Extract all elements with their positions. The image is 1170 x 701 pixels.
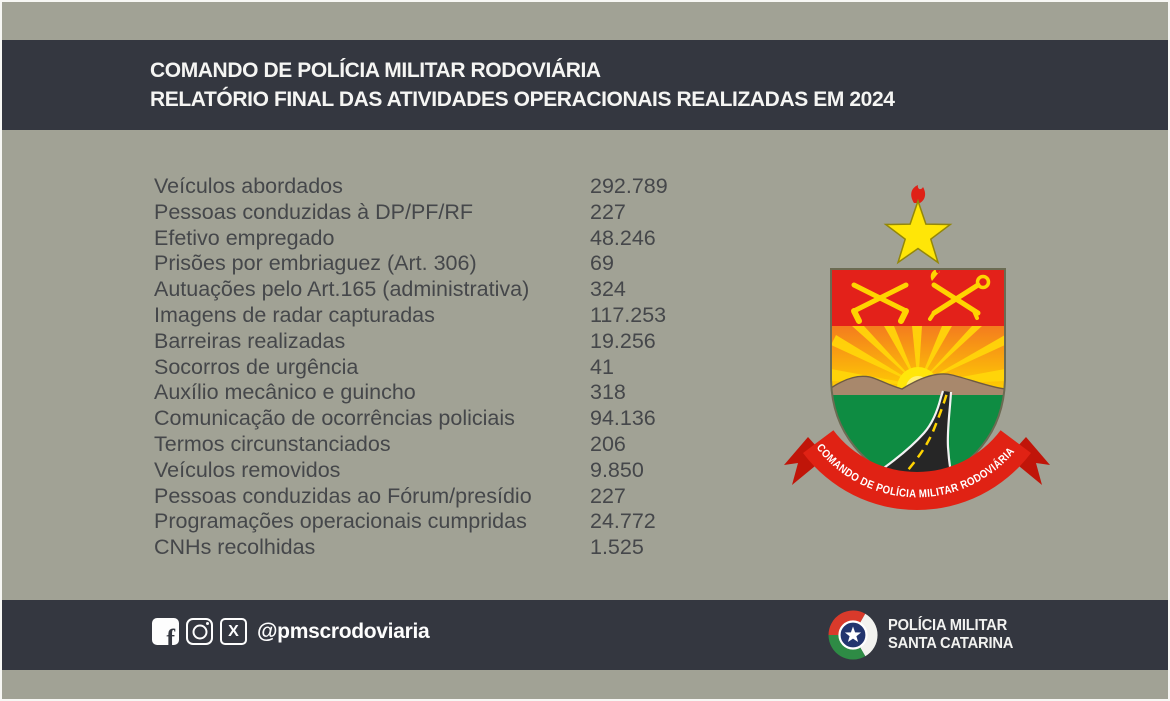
stat-value: 19.256: [590, 328, 656, 353]
crossed-pistols-icon: [851, 282, 909, 324]
cpmr-crest: COMANDO DE POLÍCIA MILITAR RODOVIÁRIA: [784, 185, 1050, 511]
logo-star-icon: [844, 626, 862, 642]
table-row: CNHs recolhidas 1.525: [154, 535, 668, 561]
org-name-line2: SANTA CATARINA: [888, 635, 1014, 652]
pmsc-logo: [828, 610, 878, 660]
stat-value: 41: [590, 354, 614, 379]
stat-label: Termos circunstanciados: [154, 431, 391, 456]
hills: [831, 373, 1005, 401]
stat-value: 24.772: [590, 509, 656, 534]
torch-and-key-icon: [928, 269, 991, 321]
table-row: Auxílio mecânico e guincho 318: [154, 380, 668, 406]
stat-label: Barreiras realizadas: [154, 328, 346, 353]
stat-value: 1.525: [590, 535, 644, 560]
header-title-line2: RELATÓRIO FINAL DAS ATIVIDADES OPERACION…: [150, 88, 895, 111]
table-row: Efetivo empregado 48.246: [154, 226, 668, 252]
stat-label: Pessoas conduzidas à DP/PF/RF: [154, 199, 474, 224]
facebook-glyph: f: [166, 624, 175, 646]
stat-label: Programações operacionais cumpridas: [154, 509, 527, 534]
stat-value: 292.789: [590, 174, 668, 198]
social-handle: @pmscrodoviaria: [257, 619, 430, 643]
stat-label: Auxílio mecânico e guincho: [154, 380, 416, 405]
table-row: Autuações pelo Art.165 (administrativa) …: [154, 277, 668, 303]
pmsc-branding: POLÍCIA MILITAR SANTA CATARINA: [827, 609, 1024, 661]
stat-label: Pessoas conduzidas ao Fórum/presídio: [154, 483, 532, 508]
social-links: f X @pmscrodoviaria: [152, 618, 430, 645]
org-name-line1: POLÍCIA MILITAR: [888, 617, 1008, 634]
table-row: Veículos removidos 9.850: [154, 458, 668, 484]
stat-label: CNHs recolhidas: [154, 535, 316, 560]
stat-value: 117.253: [590, 302, 667, 327]
flame-icon: [911, 185, 926, 203]
stat-value: 227: [590, 483, 626, 508]
stat-value: 69: [590, 251, 614, 276]
stat-label: Socorros de urgência: [154, 354, 359, 379]
stat-label: Veículos removidos: [154, 457, 341, 482]
x-icon[interactable]: X: [220, 618, 247, 645]
header-title-line1: COMANDO DE POLÍCIA MILITAR RODOVIÁRIA: [150, 59, 601, 82]
table-row: Pessoas conduzidas ao Fórum/presídio 227: [154, 484, 668, 510]
table-row: Termos circunstanciados 206: [154, 432, 668, 458]
stat-value: 9.850: [590, 457, 644, 482]
table-row: Programações operacionais cumpridas 24.7…: [154, 509, 668, 535]
table-row: Prisões por embriaguez (Art. 306) 69: [154, 251, 668, 277]
stats-list: Veículos abordados 292.789 Pessoas condu…: [154, 174, 668, 561]
table-row: Socorros de urgência 41: [154, 355, 668, 381]
stat-label: Comunicação de ocorrências policiais: [154, 406, 515, 431]
table-row: Veículos abordados 292.789: [154, 174, 668, 200]
table-row: Comunicação de ocorrências policiais 94.…: [154, 406, 668, 432]
header-band: COMANDO DE POLÍCIA MILITAR RODOVIÁRIA RE…: [2, 40, 1168, 130]
facebook-icon[interactable]: f: [152, 618, 179, 645]
stat-value: 324: [590, 277, 626, 302]
instagram-dot: [206, 622, 209, 625]
stat-label: Veículos abordados: [154, 174, 343, 198]
instagram-icon[interactable]: [186, 618, 213, 645]
table-row: Imagens de radar capturadas 117.253: [154, 303, 668, 329]
stat-value: 94.136: [590, 406, 656, 431]
table-row: Barreiras realizadas 19.256: [154, 329, 668, 355]
stat-value: 48.246: [590, 225, 656, 250]
instagram-lens: [192, 624, 207, 639]
stat-value: 318: [590, 380, 626, 405]
stat-label: Efetivo empregado: [154, 225, 335, 250]
stat-label: Imagens de radar capturadas: [154, 302, 435, 327]
stat-value: 206: [590, 431, 626, 456]
stat-label: Prisões por embriaguez (Art. 306): [154, 251, 477, 276]
table-row: Pessoas conduzidas à DP/PF/RF 227: [154, 200, 668, 226]
star-icon: [883, 198, 953, 265]
stat-label: Autuações pelo Art.165 (administrativa): [154, 277, 530, 302]
stat-value: 227: [590, 199, 626, 224]
